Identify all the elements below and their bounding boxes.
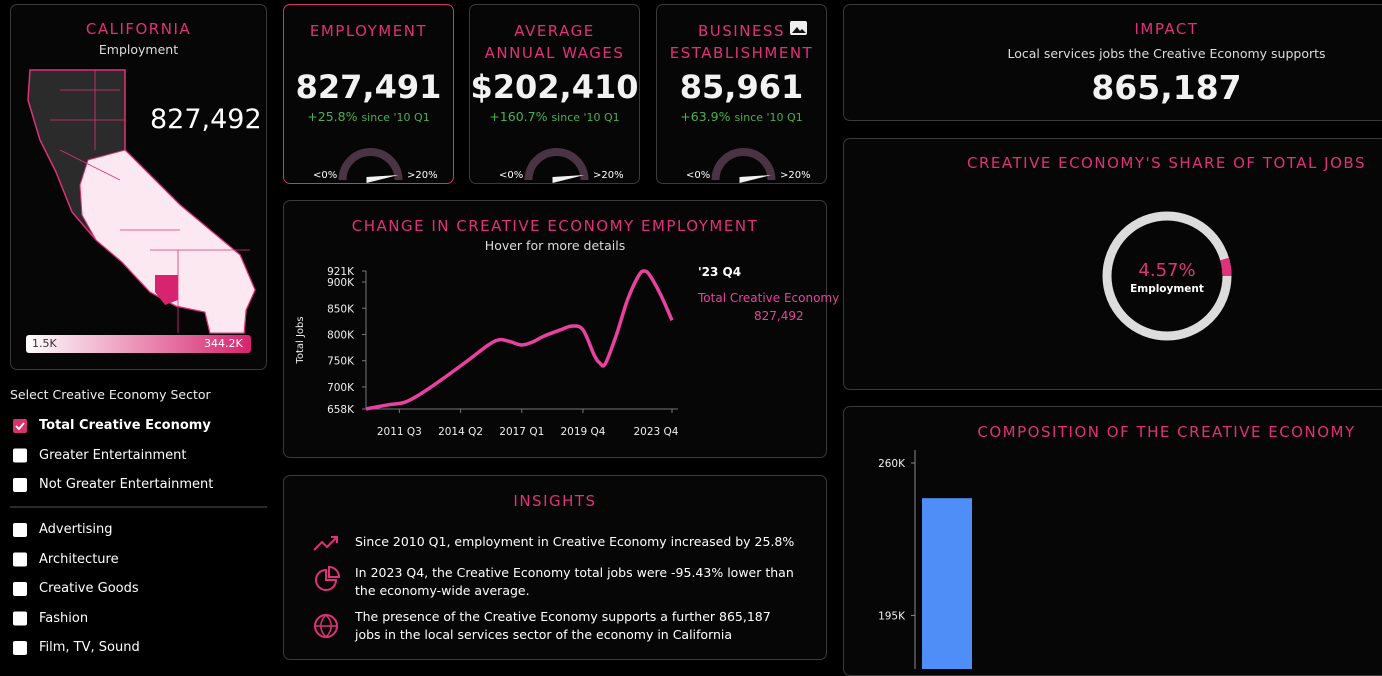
kpi-value: 827,491 (295, 68, 442, 106)
impact-title: IMPACT (1134, 20, 1199, 38)
composition-title: COMPOSITION OF THE CREATIVE ECONOMY (977, 423, 1356, 441)
color-legend (26, 335, 251, 353)
gauge-min: <0% (313, 170, 337, 181)
share-title: CREATIVE ECONOMY'S SHARE OF TOTAL JOBS (967, 154, 1366, 172)
gauge-max: >20% (780, 170, 811, 181)
checkbox[interactable] (13, 478, 27, 492)
kpi-since: since '10 Q1 (551, 111, 620, 124)
impact-subtitle: Local services jobs the Creative Economy… (1007, 46, 1326, 61)
line-title: CHANGE IN CREATIVE ECONOMY EMPLOYMENT (351, 217, 759, 235)
donut-value: 4.57% (1138, 260, 1195, 281)
pie-icon (315, 565, 341, 591)
map-title: CALIFORNIA (85, 20, 192, 38)
annotation-period: '23 Q4 (698, 265, 741, 279)
insight-text: In 2023 Q4, the Creative Economy total j… (355, 565, 794, 598)
sector-label: Select Creative Economy Sector (10, 387, 211, 402)
y-tick-label: 750K (327, 356, 355, 368)
california-map (27, 69, 256, 334)
x-tick-label: 2023 Q4 (633, 426, 678, 438)
insight-text: The presence of the Creative Economy sup… (355, 609, 771, 642)
impact-value: 865,187 (1091, 68, 1242, 107)
y-axis-label: Total Jobs (295, 316, 306, 364)
kpi-since: since '10 Q1 (734, 111, 803, 124)
y-tick-label: 900K (327, 277, 355, 289)
kpi-change-value: +160.7% (489, 109, 548, 124)
checkbox-label[interactable]: Architecture (39, 551, 119, 567)
check-mark (15, 422, 25, 431)
donut-arc (1220, 257, 1232, 277)
bar (922, 498, 972, 669)
gauge-track (711, 148, 776, 181)
gauge-track (338, 148, 403, 181)
gauge-max: >20% (407, 170, 438, 181)
map-subtitle: Employment (98, 42, 179, 57)
series-name: Total Creative Economy (697, 291, 839, 305)
globe-icon-lines (315, 614, 337, 639)
kpi-value: $202,410 (470, 68, 639, 106)
kpi-change: +63.9% since '10 Q1 (656, 109, 827, 124)
checkbox-label[interactable]: Creative Goods (39, 581, 139, 596)
gauge-min: <0% (686, 170, 710, 181)
kpi-change-value: +63.9% (680, 109, 731, 124)
checkbox[interactable] (13, 552, 27, 567)
checkbox[interactable] (13, 419, 27, 433)
gauge-track (524, 148, 589, 181)
checkbox-label[interactable]: Total Creative Economy (39, 418, 211, 433)
y-tick-label: 850K (327, 303, 355, 315)
trend-icon (313, 536, 338, 551)
kpi-title: EMPLOYMENT (309, 22, 428, 40)
checkbox-label[interactable]: Advertising (39, 522, 113, 537)
kpi-change-value: +25.8% (307, 109, 358, 124)
gauge-needle (739, 175, 772, 183)
kpi-change: +160.7% since '10 Q1 (469, 109, 640, 124)
insight-text: Since 2010 Q1, employment in Creative Ec… (355, 534, 795, 549)
y-tick-label: 195K (878, 610, 906, 622)
gauge-needle (552, 175, 585, 183)
kpi-title: AVERAGE ANNUAL WAGES (484, 22, 625, 62)
x-tick-label: 2011 Q3 (377, 426, 422, 438)
checkbox[interactable] (13, 448, 27, 463)
y-tick-label: 921K (327, 266, 355, 278)
line-panel (283, 200, 827, 458)
y-tick-label: 800K (327, 329, 355, 341)
donut-caption: Employment (1130, 283, 1204, 295)
checkbox[interactable] (13, 611, 27, 626)
kpi-change: +25.8% since '10 Q1 (283, 109, 454, 124)
kpi-title: BUSINESS ESTABLISHMENT (669, 22, 814, 62)
checkbox[interactable] (13, 582, 27, 596)
insights-panel (283, 475, 827, 660)
legend-max: 344.2K (204, 337, 243, 350)
kpi-since: since '10 Q1 (361, 111, 430, 124)
checkbox-label[interactable]: Not Greater Entertainment (39, 477, 214, 492)
impact-panel (843, 4, 1382, 121)
x-tick-label: 2019 Q4 (560, 426, 605, 438)
map-value: 827,492 (150, 104, 262, 135)
x-tick-label: 2017 Q1 (499, 426, 544, 438)
insights-title: INSIGHTS (513, 492, 597, 510)
checkbox-label[interactable]: Greater Entertainment (39, 447, 187, 463)
y-tick-label: 260K (878, 458, 906, 470)
gauge-needle (366, 175, 399, 183)
checkbox[interactable] (13, 641, 27, 655)
line-series (365, 269, 674, 411)
legend-min: 1.5K (32, 337, 57, 350)
line-subtitle: Hover for more details (484, 238, 626, 253)
checkbox-label[interactable]: Fashion (39, 610, 89, 626)
annotation-value: 827,492 (754, 309, 804, 323)
image-icon-glyph (792, 27, 806, 33)
checkbox-label[interactable]: Film, TV, Sound (39, 640, 140, 655)
gauge-min: <0% (499, 170, 523, 181)
gauge-max: >20% (593, 170, 624, 181)
y-tick-label: 700K (327, 382, 355, 394)
checkbox[interactable] (13, 523, 27, 537)
y-tick-label: 658K (327, 404, 355, 416)
kpi-value: 85,961 (679, 68, 804, 106)
x-tick-label: 2014 Q2 (438, 426, 483, 438)
